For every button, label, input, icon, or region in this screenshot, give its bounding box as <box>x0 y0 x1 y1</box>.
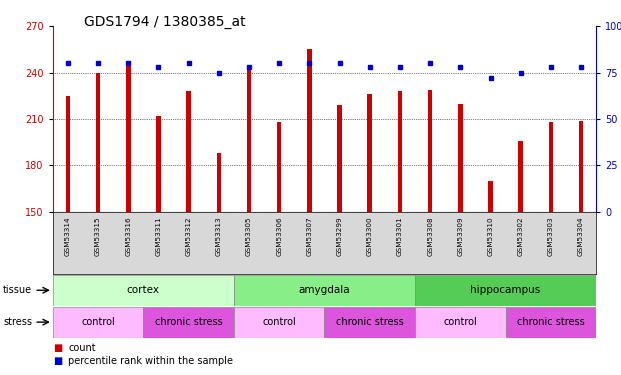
Bar <box>337 105 342 212</box>
Bar <box>247 66 252 212</box>
Bar <box>186 91 191 212</box>
Text: GSM53306: GSM53306 <box>276 217 282 256</box>
Text: GSM53308: GSM53308 <box>427 217 433 256</box>
Text: GSM53299: GSM53299 <box>337 217 343 256</box>
Text: GSM53315: GSM53315 <box>95 217 101 256</box>
Text: GSM53305: GSM53305 <box>246 217 252 256</box>
Text: GSM53301: GSM53301 <box>397 217 403 256</box>
Text: chronic stress: chronic stress <box>517 317 585 327</box>
Text: GSM53316: GSM53316 <box>125 217 131 256</box>
Text: GSM53313: GSM53313 <box>216 217 222 256</box>
Bar <box>368 94 372 212</box>
Bar <box>143 307 234 338</box>
Bar <box>277 122 281 212</box>
Bar <box>307 50 312 212</box>
Bar <box>325 307 415 338</box>
Text: hippocampus: hippocampus <box>471 285 541 295</box>
Text: control: control <box>81 317 115 327</box>
Bar <box>428 90 432 212</box>
Text: GSM53312: GSM53312 <box>186 217 192 256</box>
Text: tissue: tissue <box>3 285 32 295</box>
Text: control: control <box>262 317 296 327</box>
Bar <box>458 104 463 212</box>
Bar <box>579 121 583 212</box>
Bar <box>415 307 505 338</box>
Text: GSM53303: GSM53303 <box>548 217 554 256</box>
Text: stress: stress <box>3 317 32 327</box>
Text: percentile rank within the sample: percentile rank within the sample <box>68 356 233 366</box>
Text: amygdala: amygdala <box>299 285 350 295</box>
Text: GSM53300: GSM53300 <box>367 217 373 256</box>
Text: GSM53304: GSM53304 <box>578 217 584 256</box>
Text: ■: ■ <box>53 356 62 366</box>
Bar <box>548 122 553 212</box>
Bar <box>217 153 221 212</box>
Bar <box>234 275 415 306</box>
Bar <box>96 73 101 212</box>
Text: GSM53314: GSM53314 <box>65 217 71 256</box>
Text: ■: ■ <box>53 343 62 353</box>
Bar <box>519 141 523 212</box>
Bar <box>66 96 70 212</box>
Bar <box>234 307 324 338</box>
Bar <box>126 66 130 212</box>
Text: GSM53309: GSM53309 <box>457 217 463 256</box>
Bar <box>53 275 234 306</box>
Text: GDS1794 / 1380385_at: GDS1794 / 1380385_at <box>84 15 245 29</box>
Text: control: control <box>443 317 477 327</box>
Bar <box>156 116 161 212</box>
Text: GSM53307: GSM53307 <box>306 217 312 256</box>
Bar <box>53 307 143 338</box>
Text: count: count <box>68 343 96 353</box>
Text: chronic stress: chronic stress <box>336 317 404 327</box>
Bar <box>397 91 402 212</box>
Text: GSM53302: GSM53302 <box>518 217 524 256</box>
Text: cortex: cortex <box>127 285 160 295</box>
Text: chronic stress: chronic stress <box>155 317 222 327</box>
Bar <box>488 181 493 212</box>
Bar <box>505 307 596 338</box>
Text: GSM53310: GSM53310 <box>487 217 494 256</box>
Bar <box>415 275 596 306</box>
Text: GSM53311: GSM53311 <box>155 217 161 256</box>
